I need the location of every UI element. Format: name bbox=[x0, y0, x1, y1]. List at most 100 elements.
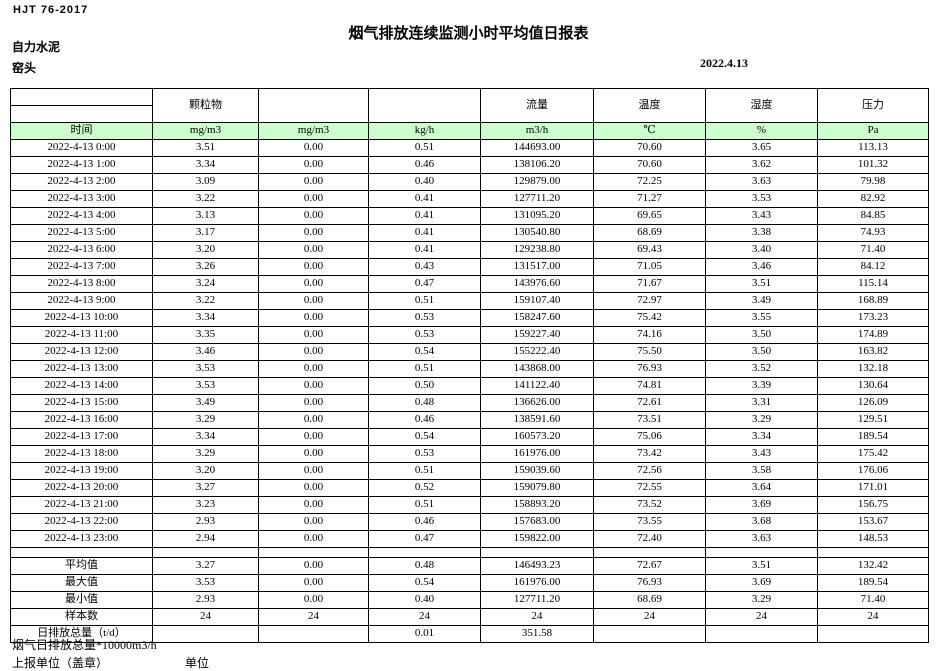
time-cell: 2022-4-13 23:00 bbox=[10, 530, 153, 548]
value-cell: 0.00 bbox=[258, 479, 369, 497]
time-cell: 2022-4-13 11:00 bbox=[10, 326, 153, 344]
value-cell: 3.63 bbox=[705, 173, 818, 191]
value-cell: 0.53 bbox=[368, 445, 481, 463]
value-cell: 141122.40 bbox=[480, 377, 594, 395]
value-cell: 79.98 bbox=[817, 173, 929, 191]
value-cell: 0.00 bbox=[258, 411, 369, 429]
value-cell: 3.34 bbox=[152, 309, 259, 327]
summary-label: 最小值 bbox=[10, 591, 153, 609]
summary-row: 平均值 3.27 0.00 0.48 146493.23 72.67 3.51 132.42 bbox=[10, 557, 929, 575]
summary-value-cell: 2.93 bbox=[152, 591, 259, 609]
summary-value-cell: 24 bbox=[152, 608, 259, 626]
value-cell: 171.01 bbox=[817, 479, 929, 497]
summary-value-cell: 189.54 bbox=[817, 574, 929, 592]
value-cell: 0.00 bbox=[258, 275, 369, 293]
summary-value-cell: 132.42 bbox=[817, 557, 929, 575]
value-cell: 68.69 bbox=[593, 224, 706, 242]
value-cell: 148.53 bbox=[817, 530, 929, 548]
summary-value-cell: 146493.23 bbox=[480, 557, 594, 575]
value-cell: 74.81 bbox=[593, 377, 706, 395]
value-cell: 168.89 bbox=[817, 292, 929, 310]
header-rows: 颗粒物 流量 温度 湿度 压力 时间 mg/m3 mg/m3 kg/h m3/h… bbox=[10, 88, 929, 140]
summary-value-cell: 0.00 bbox=[258, 574, 369, 592]
value-cell: 3.39 bbox=[705, 377, 818, 395]
value-cell: 144693.00 bbox=[480, 139, 594, 157]
value-cell: 0.46 bbox=[368, 513, 481, 531]
time-cell: 2022-4-13 20:00 bbox=[10, 479, 153, 497]
summary-value-cell: 0.00 bbox=[258, 557, 369, 575]
summary-value-cell: 0.40 bbox=[368, 591, 481, 609]
value-cell: 3.29 bbox=[705, 411, 818, 429]
summary-label: 平均值 bbox=[10, 557, 153, 575]
value-cell: 72.40 bbox=[593, 530, 706, 548]
value-cell: 0.53 bbox=[368, 326, 481, 344]
value-cell: 136626.00 bbox=[480, 394, 594, 412]
value-cell: 3.63 bbox=[705, 530, 818, 548]
col-header-temperature: 温度 bbox=[593, 88, 706, 123]
value-cell: 3.24 bbox=[152, 275, 259, 293]
value-cell: 3.50 bbox=[705, 326, 818, 344]
time-cell: 2022-4-13 6:00 bbox=[10, 241, 153, 259]
monitor-point-label: 窑头 bbox=[12, 61, 37, 75]
value-cell: 0.00 bbox=[258, 224, 369, 242]
value-cell: 73.42 bbox=[593, 445, 706, 463]
value-cell: 71.67 bbox=[593, 275, 706, 293]
table-row: 2022-4-13 4:00 3.13 0.00 0.41 131095.20 69.65… bbox=[10, 207, 929, 225]
value-cell: 131517.00 bbox=[480, 258, 594, 276]
summary-value-cell bbox=[152, 625, 259, 643]
value-cell: 138106.20 bbox=[480, 156, 594, 174]
value-cell: 163.82 bbox=[817, 343, 929, 361]
value-cell: 71.27 bbox=[593, 190, 706, 208]
summary-value-cell: 0.00 bbox=[258, 591, 369, 609]
unit-percent: % bbox=[705, 122, 818, 140]
table-row: 2022-4-13 23:00 2.94 0.00 0.47 159822.00 72.4… bbox=[10, 530, 929, 548]
value-cell: 0.51 bbox=[368, 292, 481, 310]
table-row: 2022-4-13 19:00 3.20 0.00 0.51 159039.60 72.5… bbox=[10, 462, 929, 480]
value-cell: 3.50 bbox=[705, 343, 818, 361]
summary-value-cell: 24 bbox=[258, 608, 369, 626]
summary-value-cell bbox=[258, 625, 369, 643]
unit-celsius: ℃ bbox=[593, 122, 706, 140]
value-cell: 3.58 bbox=[705, 462, 818, 480]
value-cell: 129238.80 bbox=[480, 241, 594, 259]
value-cell: 138591.60 bbox=[480, 411, 594, 429]
value-cell: 0.00 bbox=[258, 207, 369, 225]
time-cell: 2022-4-13 15:00 bbox=[10, 394, 153, 412]
value-cell: 3.35 bbox=[152, 326, 259, 344]
report-unit-label: 上报单位（盖章） bbox=[12, 656, 109, 670]
value-cell: 153.67 bbox=[817, 513, 929, 531]
time-cell: 2022-4-13 21:00 bbox=[10, 496, 153, 514]
value-cell: 3.38 bbox=[705, 224, 818, 242]
summary-value-cell: 24 bbox=[368, 608, 481, 626]
value-cell: 101.32 bbox=[817, 156, 929, 174]
value-cell: 3.27 bbox=[152, 479, 259, 497]
col-header-empty-2 bbox=[368, 88, 481, 123]
summary-value-cell: 3.27 bbox=[152, 557, 259, 575]
value-cell: 130540.80 bbox=[480, 224, 594, 242]
time-cell: 2022-4-13 13:00 bbox=[10, 360, 153, 378]
time-cell: 2022-4-13 22:00 bbox=[10, 513, 153, 531]
value-cell: 158893.20 bbox=[480, 496, 594, 514]
value-cell: 0.00 bbox=[258, 360, 369, 378]
summary-value-cell bbox=[817, 625, 929, 643]
value-cell: 72.25 bbox=[593, 173, 706, 191]
time-cell: 2022-4-13 19:00 bbox=[10, 462, 153, 480]
unit-mg-m3-1: mg/m3 bbox=[152, 122, 259, 140]
summary-value-cell: 24 bbox=[593, 608, 706, 626]
value-cell: 159107.40 bbox=[480, 292, 594, 310]
summary-value-cell: 72.67 bbox=[593, 557, 706, 575]
value-cell: 0.46 bbox=[368, 411, 481, 429]
value-cell: 3.43 bbox=[705, 207, 818, 225]
time-cell: 2022-4-13 9:00 bbox=[10, 292, 153, 310]
unit-header-row: 时间 mg/m3 mg/m3 kg/h m3/h ℃ % Pa bbox=[10, 122, 929, 140]
value-cell: 143868.00 bbox=[480, 360, 594, 378]
value-cell: 76.93 bbox=[593, 360, 706, 378]
value-cell: 74.93 bbox=[817, 224, 929, 242]
value-cell: 0.51 bbox=[368, 360, 481, 378]
col-header-empty-1 bbox=[258, 88, 369, 123]
value-cell: 72.56 bbox=[593, 462, 706, 480]
value-cell: 0.00 bbox=[258, 496, 369, 514]
value-cell: 3.69 bbox=[705, 496, 818, 514]
unit-mg-m3-2: mg/m3 bbox=[258, 122, 369, 140]
value-cell: 3.49 bbox=[152, 394, 259, 412]
